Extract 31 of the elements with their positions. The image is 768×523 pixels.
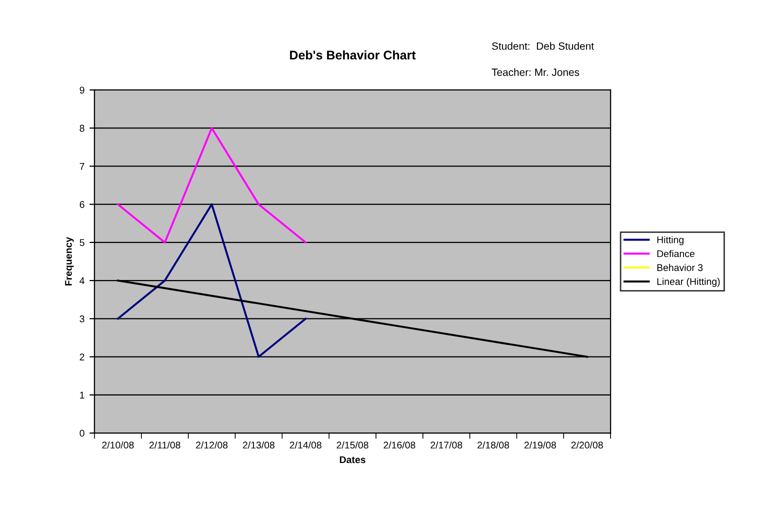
chart-title: Deb's Behavior Chart xyxy=(290,50,416,60)
x-tick-label: 2/17/08 xyxy=(430,441,462,449)
x-tick-label: 2/15/08 xyxy=(336,441,368,449)
y-tick-label: 7 xyxy=(80,163,84,170)
x-tick-label: 2/16/08 xyxy=(384,441,416,449)
line-series xyxy=(116,203,307,358)
text: Teacher: Mr. Jones xyxy=(492,68,580,76)
legend-label: Behavior 3 xyxy=(657,264,703,272)
text: Student: Deb Student xyxy=(492,42,594,50)
x-tick-label: 2/11/08 xyxy=(149,441,180,449)
y-tick-label: 2 xyxy=(80,354,84,360)
x-tick-label: 2/19/08 xyxy=(524,441,556,449)
x-tick-label: 2/12/08 xyxy=(196,441,228,449)
x-tick-label: 2/18/08 xyxy=(478,441,510,449)
x-tick-label: 2/13/08 xyxy=(242,441,274,449)
y-tick-label: 8 xyxy=(80,124,84,132)
x-axis-title: Dates xyxy=(340,456,366,464)
y-tick-label: 1 xyxy=(80,392,84,398)
y-tick-label: 0 xyxy=(80,430,84,437)
x-tick-label: 2/14/08 xyxy=(290,441,322,449)
x-tick-label: 2/10/08 xyxy=(102,441,134,449)
y-tick-label: 9 xyxy=(80,86,84,94)
legend-label: Defiance xyxy=(657,250,694,258)
legend-label: Linear (Hitting) xyxy=(657,278,720,287)
y-axis-title: Frequency xyxy=(65,236,74,286)
x-tick-label: 2/20/08 xyxy=(571,441,603,449)
y-tick-label: 4 xyxy=(80,277,84,284)
legend-label: Hitting xyxy=(657,236,684,246)
y-tick-label: 6 xyxy=(80,201,84,208)
y-tick-label: 3 xyxy=(80,315,84,322)
y-tick-label: 5 xyxy=(80,239,84,246)
